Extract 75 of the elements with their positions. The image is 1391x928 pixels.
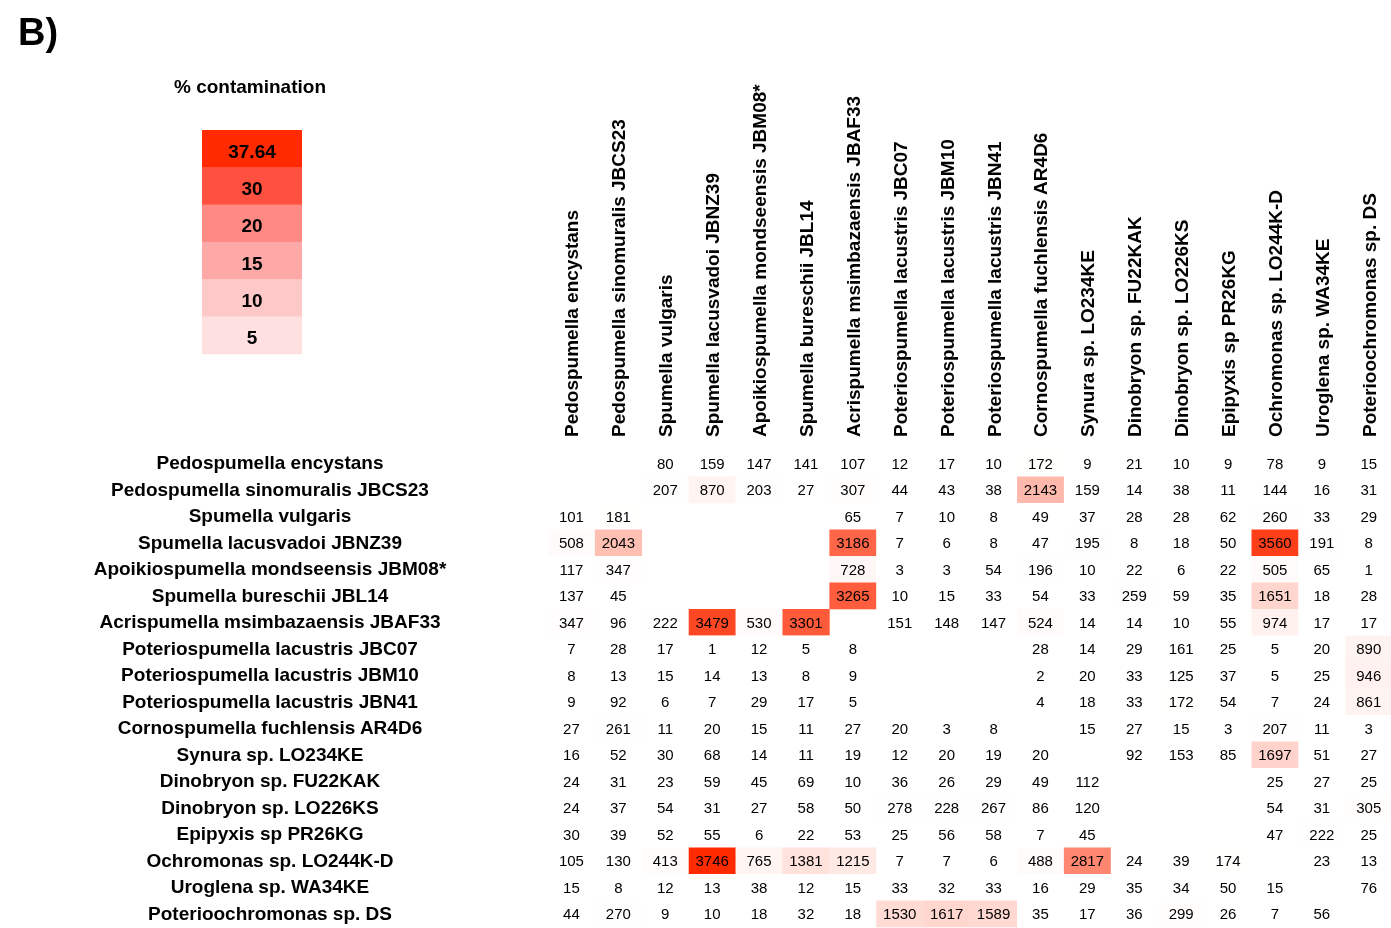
x-tick-label: Dinobryon sp. LO226KS xyxy=(1171,219,1193,437)
data-label: 9 xyxy=(567,693,576,711)
text: 15 xyxy=(241,252,263,274)
y-tick-label: Poteriospumella lacustris JBC07 xyxy=(122,637,418,659)
text: 30 xyxy=(241,177,263,199)
data-label: 172 xyxy=(1027,454,1053,472)
y-tick-label: Pedospumella sinomuralis JBCS23 xyxy=(111,478,429,500)
x-tick-label: Spumella bureschii JBL14 xyxy=(795,200,817,437)
y-tick-label: Spumella bureschii JBL14 xyxy=(151,584,389,606)
x-tick-label: Poteriospumella lacustris JBC07 xyxy=(889,141,911,437)
data-label: 508 xyxy=(558,534,584,552)
text: 10 xyxy=(241,289,263,311)
data-label: 15 xyxy=(563,878,580,896)
y-tick-label: Cornospumella fuchlensis AR4D6 xyxy=(117,717,423,739)
y-tick-label: Spumella vulgaris xyxy=(188,505,352,527)
data-label: 30 xyxy=(563,825,580,843)
data-label: 159 xyxy=(699,454,725,472)
y-tick-label: Spumella lacusvadoi JBNZ39 xyxy=(138,531,402,553)
data-label: 9 xyxy=(1083,454,1092,472)
x-tick-label: Epipyxis sp PR26KG xyxy=(1218,250,1240,437)
data-label: 9 xyxy=(1317,454,1327,472)
data-label: 147 xyxy=(746,454,772,472)
data-label: 107 xyxy=(840,454,866,472)
x-tick-label: Apoikiospumella mondseensis JBM08* xyxy=(749,83,771,437)
data-label: 21 xyxy=(1125,454,1143,472)
x-tick-label: Acrispumella msimbazaensis JBAF33 xyxy=(842,95,864,437)
data-label: 7 xyxy=(567,640,576,658)
x-tick-label: Poterioochromonas sp. DS xyxy=(1358,193,1380,437)
x-tick-label: Ochromonas sp. LO244K-D xyxy=(1264,189,1286,437)
y-tick-label: Pedospumella encystans xyxy=(156,452,384,474)
x-tick-label: Synura sp. LO234KE xyxy=(1077,250,1099,437)
data-label: 8 xyxy=(567,666,576,684)
data-label: 27 xyxy=(563,719,580,737)
y-tick-label: Epipyxis sp PR26KG xyxy=(176,823,364,845)
text: 37.64 xyxy=(228,140,277,162)
text: % contamination xyxy=(173,76,327,97)
x-tick-label: Poteriospumella lacustris JBM10 xyxy=(936,139,958,437)
data-label: 16 xyxy=(563,746,580,764)
y-tick-label: Dinobryon sp. LO226KS xyxy=(161,796,379,818)
y-tick-label: Synura sp. LO234KE xyxy=(176,743,364,765)
x-tick-label: Spumella vulgaris xyxy=(655,274,677,437)
y-tick-label: Poteriospumella lacustris JBM10 xyxy=(121,664,419,686)
x-tick-label: Spumella lacusvadoi JBNZ39 xyxy=(702,173,724,437)
x-tick-label: Cornospumella fuchlensis AR4D6 xyxy=(1030,132,1052,437)
data-label: 101 xyxy=(558,507,584,525)
text: 5 xyxy=(246,327,258,349)
data-label: 15 xyxy=(1360,454,1378,472)
y-tick-label: Apoikiospumella mondseensis JBM08* xyxy=(93,558,447,580)
y-tick-label: Poterioochromonas sp. DS xyxy=(148,902,392,924)
data-label: 80 xyxy=(656,454,674,472)
data-label: 105 xyxy=(558,852,584,870)
x-tick-label: Pedospumella encystans xyxy=(561,209,583,437)
data-label: 17 xyxy=(938,454,955,472)
data-label: 10 xyxy=(1172,454,1190,472)
y-tick-label: Acrispumella msimbazaensis JBAF33 xyxy=(99,611,441,633)
data-label: 9 xyxy=(1223,454,1233,472)
text: 20 xyxy=(241,215,263,237)
x-tick-label: Dinobryon sp. FU22KAK xyxy=(1124,216,1146,437)
data-label: 137 xyxy=(558,587,584,605)
y-tick-label: Poteriospumella lacustris JBN41 xyxy=(122,690,419,712)
data-label: 12 xyxy=(891,454,909,472)
data-label: 44 xyxy=(563,905,580,923)
data-label: 24 xyxy=(563,799,580,817)
data-label: 10 xyxy=(985,454,1002,472)
data-label: 117 xyxy=(559,560,584,578)
data-label: 78 xyxy=(1266,454,1284,472)
x-tick-label: Poteriospumella lacustris JBN41 xyxy=(983,140,1005,437)
y-tick-label: Uroglena sp. WA34KE xyxy=(170,876,370,898)
data-label: 141 xyxy=(793,454,819,472)
x-tick-label: Uroglena sp. WA34KE xyxy=(1311,238,1333,437)
data-label: 24 xyxy=(563,772,580,790)
text: B) xyxy=(18,11,59,53)
data-label: 347 xyxy=(558,613,584,631)
y-tick-label: Ochromonas sp. LO244K-D xyxy=(146,849,394,871)
y-tick-label: Dinobryon sp. FU22KAK xyxy=(159,770,381,792)
